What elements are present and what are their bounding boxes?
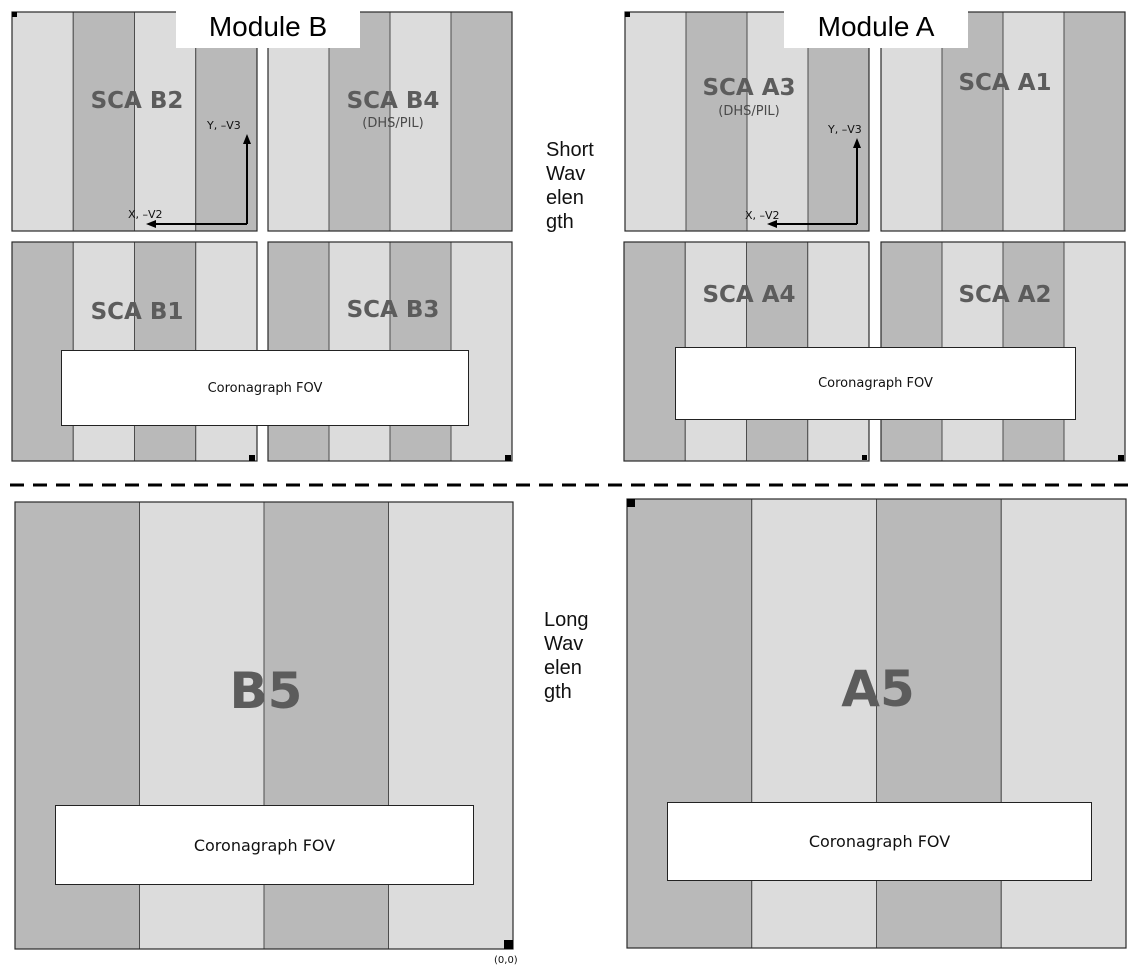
sca-b4-sublabel: (DHS/PIL) xyxy=(362,116,424,131)
axis-a-x-arrow xyxy=(767,220,777,228)
sca-a1-panel-stripe-2 xyxy=(941,11,1004,232)
sca-b5-label: B5 xyxy=(229,662,303,720)
sca-a3-panel-stripe-2 xyxy=(685,11,748,232)
sca-b4-panel-stripe-4 xyxy=(450,11,513,232)
module-b-label: Module B xyxy=(176,8,360,48)
sca-b2-panel-border xyxy=(11,11,258,232)
sca-a1-panel-stripe-3 xyxy=(1002,11,1065,232)
coronagraph-fov-lw-b: Coronagraph FOV xyxy=(55,805,474,885)
sca-b2-panel-stripe-2 xyxy=(72,11,135,232)
axis-b-x-label: X, –V2 xyxy=(128,208,163,221)
sca-b4-label: SCA B4 xyxy=(346,88,440,114)
sca-a3-panel-stripe-1 xyxy=(624,11,687,232)
sca-a3-label: SCA A3 xyxy=(702,75,796,101)
sca-a1-panel-border xyxy=(880,11,1126,232)
sca-a5-label: A5 xyxy=(841,660,915,718)
axis-a-y-arrow xyxy=(853,138,861,148)
coronagraph-fov-sw-b: Coronagraph FOV xyxy=(61,350,469,426)
axis-a-y-label: Y, –V3 xyxy=(828,123,862,136)
axis-a-x-label: X, –V2 xyxy=(745,209,780,222)
axis-b-y-label: Y, –V3 xyxy=(207,119,241,132)
sca-b4-panel-stripe-2 xyxy=(328,11,391,232)
sca-a1-panel-stripe-1 xyxy=(880,11,943,232)
module-a-label: Module A xyxy=(784,8,968,48)
sca-b2-label: SCA B2 xyxy=(90,88,184,114)
axis-b-x-arrow xyxy=(146,220,156,228)
axis-b-y-arrow xyxy=(243,134,251,144)
sca-b5-panel-border xyxy=(14,501,514,950)
sca-a1-panel-stripe-4 xyxy=(1063,11,1126,232)
corner-marker-b5 xyxy=(504,940,513,949)
sca-b4-panel-border xyxy=(267,11,513,232)
short-wavelength-label: Short Wavelength xyxy=(546,139,594,233)
sca-b1-label: SCA B1 xyxy=(90,299,184,325)
corner-marker-a2 xyxy=(1118,455,1124,461)
sca-b2-panel-stripe-1 xyxy=(11,11,74,232)
origin-label: (0,0) xyxy=(494,955,518,966)
sca-a5-panel-border xyxy=(626,498,1127,949)
sca-a1-label: SCA A1 xyxy=(958,70,1052,96)
corner-marker-b1 xyxy=(249,455,255,461)
corner-marker-b3 xyxy=(505,455,511,461)
coronagraph-fov-lw-a: Coronagraph FOV xyxy=(667,802,1092,881)
corner-marker-a4 xyxy=(862,455,867,460)
sca-a3-panel-border xyxy=(624,11,870,232)
sca-b3-label: SCA B3 xyxy=(346,297,440,323)
corner-marker-a3 xyxy=(625,12,630,17)
sca-a2-label: SCA A2 xyxy=(958,282,1052,308)
sca-b4-panel-stripe-3 xyxy=(389,11,452,232)
corner-marker-a5 xyxy=(627,499,635,507)
sca-a3-sublabel: (DHS/PIL) xyxy=(718,104,780,119)
corner-marker-b2 xyxy=(12,12,17,17)
sca-a4-label: SCA A4 xyxy=(702,282,796,308)
long-wavelength-label: Long Wavelength xyxy=(544,609,589,703)
coronagraph-fov-sw-a: Coronagraph FOV xyxy=(675,347,1076,420)
